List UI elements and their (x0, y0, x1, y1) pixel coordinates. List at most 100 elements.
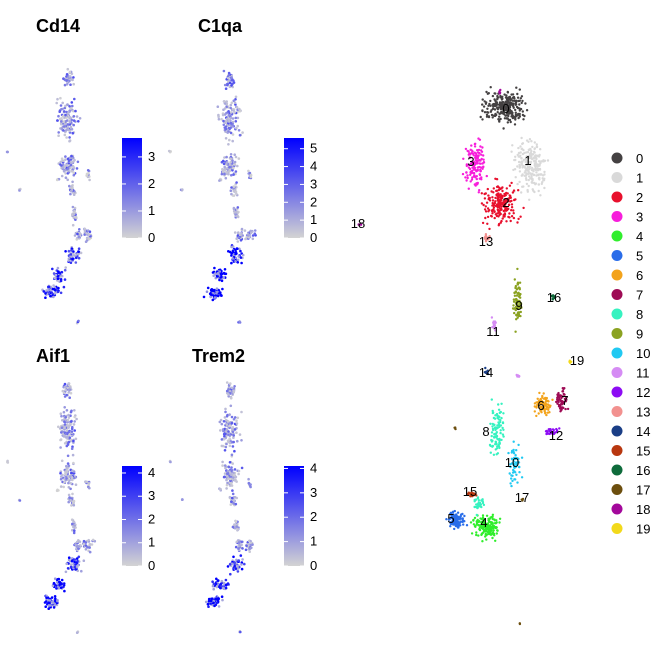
cell-point (77, 247, 81, 250)
cell-point (476, 518, 479, 522)
cell-point (508, 184, 512, 187)
cell-point (521, 99, 524, 103)
panel-title: Aif1 (36, 346, 70, 366)
cell-point (231, 139, 234, 143)
cluster-label: 11 (486, 324, 500, 339)
cell-point (69, 163, 73, 167)
cell-point (520, 191, 523, 194)
cell-point (231, 159, 234, 162)
cell-point (222, 159, 225, 163)
cell-point (480, 157, 483, 161)
colorbar-tick-label: 0 (148, 230, 155, 245)
cell-point (226, 472, 230, 475)
cell-point (525, 173, 528, 177)
cell-point (500, 438, 503, 442)
cell-point (62, 485, 65, 489)
cell-point (225, 155, 228, 159)
cell-point (532, 173, 536, 177)
cell-point (235, 419, 238, 423)
feature-plot-aif1: Aif1 0 1 2 3 4 (6, 346, 155, 634)
cell-point (483, 208, 487, 211)
cell-point (503, 204, 506, 207)
cell-point (472, 161, 476, 164)
cell-point (543, 186, 546, 190)
cell-point (66, 426, 70, 430)
cell-point (458, 517, 461, 521)
cluster-label: 12 (549, 428, 563, 443)
cell-point (71, 445, 74, 449)
cell-point (227, 477, 230, 480)
cell-point (449, 525, 452, 528)
cell-point (452, 516, 455, 519)
cell-point (66, 167, 69, 171)
cell-point (564, 407, 567, 411)
cell-point (496, 108, 500, 111)
cell-point (69, 192, 72, 196)
cell-point (212, 582, 216, 586)
colorbar-tick-label: 2 (310, 509, 317, 524)
cell-point (497, 443, 500, 447)
cell-point (499, 410, 502, 414)
cell-point (59, 163, 62, 166)
legend-label: 15 (636, 444, 650, 459)
cell-point (485, 201, 489, 204)
cell-point (478, 528, 482, 532)
cell-point (74, 437, 78, 441)
colorbar: 0 1 2 3 (122, 138, 155, 245)
cell-point (53, 276, 56, 280)
cell-point (473, 142, 477, 146)
cell-point (537, 160, 541, 163)
cell-point (213, 266, 216, 270)
cell-point (222, 69, 226, 73)
cell-point (543, 173, 546, 176)
cell-point (229, 396, 233, 400)
cell-point (509, 194, 512, 198)
cell-point (532, 189, 535, 192)
cell-point (493, 432, 496, 436)
colorbar-tick-label: 4 (310, 460, 317, 475)
cell-point (64, 104, 67, 108)
cell-point (73, 206, 77, 210)
cell-point (229, 111, 233, 114)
cell-point (67, 249, 71, 253)
cell-point (233, 101, 237, 104)
cell-point (237, 564, 240, 567)
cell-point (545, 407, 548, 410)
cell-point (516, 165, 519, 168)
cell-point (450, 521, 453, 524)
cell-point (532, 181, 536, 185)
cell-point (518, 103, 521, 106)
cell-point (66, 67, 70, 71)
colorbar-gradient (284, 138, 304, 238)
cell-point (225, 474, 229, 478)
cell-point (220, 444, 224, 448)
cell-point (478, 173, 481, 176)
cell-point (479, 517, 482, 520)
cluster-label: 4 (480, 515, 487, 530)
cell-point (181, 498, 184, 502)
cell-point (65, 83, 69, 86)
cell-point (499, 104, 502, 107)
cell-point (64, 129, 68, 132)
cell-point (231, 426, 235, 429)
colorbar-tick-label: 3 (148, 488, 155, 503)
cell-point (514, 108, 517, 112)
cell-point (211, 584, 215, 588)
cell-point (540, 182, 543, 186)
cell-point (88, 546, 91, 549)
cell-point (64, 155, 67, 158)
cell-point (494, 204, 498, 208)
cell-point (506, 106, 509, 109)
cell-point (535, 414, 538, 418)
cell-point (56, 582, 60, 586)
cell-point (517, 217, 520, 221)
cell-point (67, 556, 71, 559)
cell-point (67, 464, 71, 468)
cell-point (219, 487, 222, 491)
cell-point (226, 76, 230, 80)
cell-point (238, 133, 242, 137)
cell-point (240, 567, 244, 571)
cell-point (211, 580, 214, 583)
cell-point (453, 509, 456, 513)
feature-plot-cd14: Cd14 0 1 2 3 (5, 16, 155, 325)
